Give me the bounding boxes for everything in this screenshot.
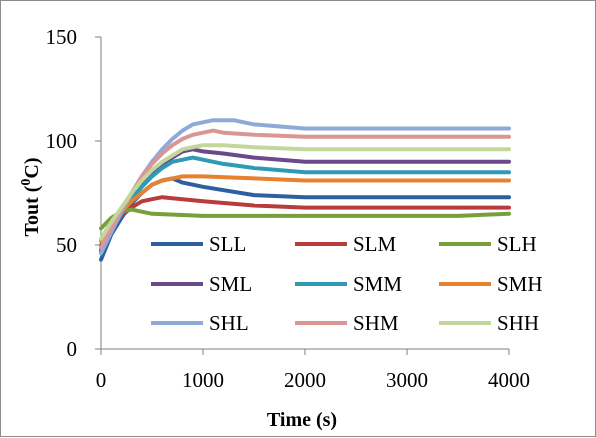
x-tick-label: 2000 <box>284 368 326 392</box>
series-line-smm <box>99 155 511 252</box>
x-axis-title: Time (s) <box>267 409 337 431</box>
series-line-shl <box>99 118 511 256</box>
x-tick-label: 1000 <box>182 368 224 392</box>
tick-labels: 0 50 100 150 0 1000 2000 3000 4000 <box>46 25 531 392</box>
legend-label-shh: SHH <box>497 311 539 335</box>
legend-label-smm: SMM <box>353 272 402 296</box>
legend-label-sml: SML <box>209 272 252 296</box>
legend-label-shl: SHL <box>209 311 249 335</box>
y-tick-label: 100 <box>46 129 78 153</box>
series-lines <box>99 118 511 262</box>
legend: SLL SLM SLH SML SMM SMH SHL SHM SHH <box>151 232 543 335</box>
y-tick-label: 0 <box>67 337 78 361</box>
series-line-sml <box>99 147 511 254</box>
y-axis-title-main: Tout ( <box>21 185 43 236</box>
legend-label-smh: SMH <box>497 272 543 296</box>
x-tick-label: 0 <box>96 368 107 392</box>
legend-label-slm: SLM <box>353 232 397 256</box>
series-line-sll <box>99 176 511 262</box>
y-axis-title-end: C) <box>21 157 43 178</box>
series-line-slh <box>99 207 511 231</box>
legend-label-slh: SLH <box>497 232 537 256</box>
axes <box>100 37 509 350</box>
series-line-slm <box>99 195 511 247</box>
legend-label-sll: SLL <box>209 232 246 256</box>
y-axis-title: Tout (0C) <box>19 157 43 236</box>
series-line-shh <box>99 143 511 241</box>
y-tick-label: 50 <box>56 233 77 257</box>
y-tick-label: 150 <box>46 25 78 49</box>
x-tick-label: 4000 <box>488 368 530 392</box>
legend-label-shm: SHM <box>353 311 399 335</box>
x-tick-label: 3000 <box>386 368 428 392</box>
y-axis-title-superscript: 0 <box>19 179 34 186</box>
